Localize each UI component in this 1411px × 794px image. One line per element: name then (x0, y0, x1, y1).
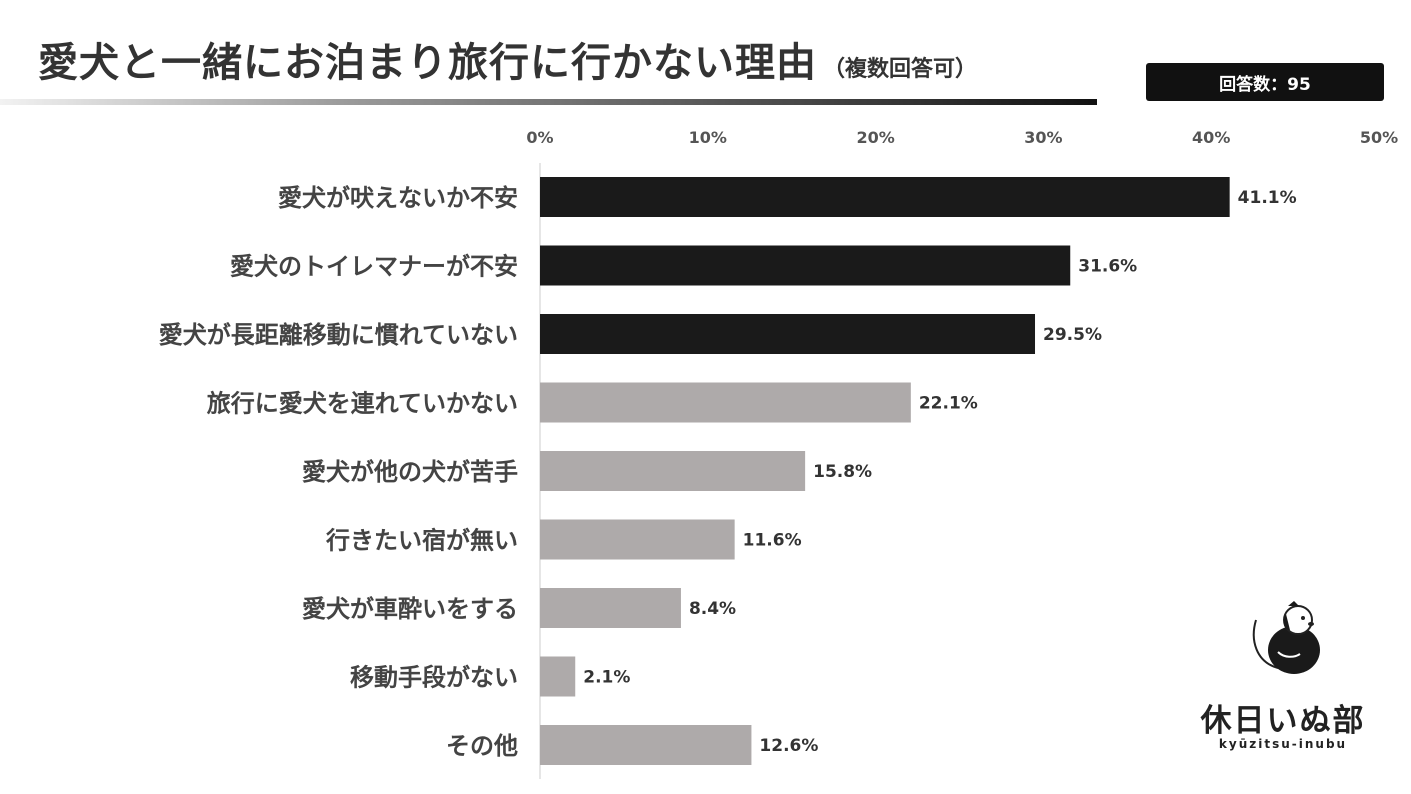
category-label: 愛犬が他の犬が苦手 (302, 458, 518, 486)
brand-name: 休日いぬ部 (1200, 703, 1366, 739)
page-title: 愛犬と一緒にお泊まり旅行に行かない理由 (38, 40, 817, 86)
bar (540, 725, 752, 765)
respondent-count-badge: 回答数：95 (1146, 63, 1384, 101)
value-label: 12.6% (759, 736, 818, 756)
category-label: 移動手段がない (350, 664, 518, 692)
x-tick-label: 50% (1360, 128, 1398, 147)
x-tick-label: 20% (856, 128, 894, 147)
dog-logo-icon (1252, 601, 1320, 674)
value-label: 29.5% (1043, 325, 1102, 345)
x-tick-label: 30% (1024, 128, 1062, 147)
value-label: 31.6% (1078, 257, 1137, 277)
bar (540, 245, 1071, 286)
value-label: 11.6% (743, 531, 802, 551)
chart-title: 愛犬と一緒にお泊まり旅行に行かない理由 （複数回答可） (38, 30, 977, 90)
bar (540, 588, 681, 628)
value-label: 41.1% (1238, 188, 1297, 208)
bar (540, 451, 806, 491)
x-tick-label: 0% (526, 128, 553, 147)
brand-romaji: kyūzitsu-inubu (1218, 737, 1348, 751)
title-underline (0, 99, 1097, 105)
bar (540, 519, 735, 560)
bar (540, 314, 1036, 354)
value-label: 8.4% (689, 599, 736, 619)
category-label: 愛犬が車酔いをする (302, 595, 518, 623)
bar-chart: 0% 10% 20% 30% 40% 50% 愛犬が吠えないか不安 41.1% 愛犬のトイレマナ… (159, 128, 1398, 779)
bar (540, 656, 576, 697)
value-label: 2.1% (583, 668, 630, 688)
x-tick-label: 40% (1192, 128, 1230, 147)
brand-logo: 休日いぬ部 kyūzitsu-inubu (1190, 600, 1390, 760)
category-label: 愛犬が吠えないか不安 (278, 184, 518, 212)
category-label: 旅行に愛犬を連れていかない (207, 390, 518, 418)
category-label: その他 (446, 732, 518, 760)
value-label: 15.8% (813, 462, 872, 482)
x-tick-label: 10% (689, 128, 727, 147)
bar (540, 382, 911, 423)
page-subtitle: （複数回答可） (823, 57, 978, 82)
category-label: 行きたい宿が無い (325, 527, 518, 555)
category-label: 愛犬のトイレマナーが不安 (230, 253, 518, 281)
bar (540, 177, 1230, 217)
value-label: 22.1% (919, 394, 978, 414)
category-label: 愛犬が長距離移動に慣れていない (159, 321, 518, 349)
